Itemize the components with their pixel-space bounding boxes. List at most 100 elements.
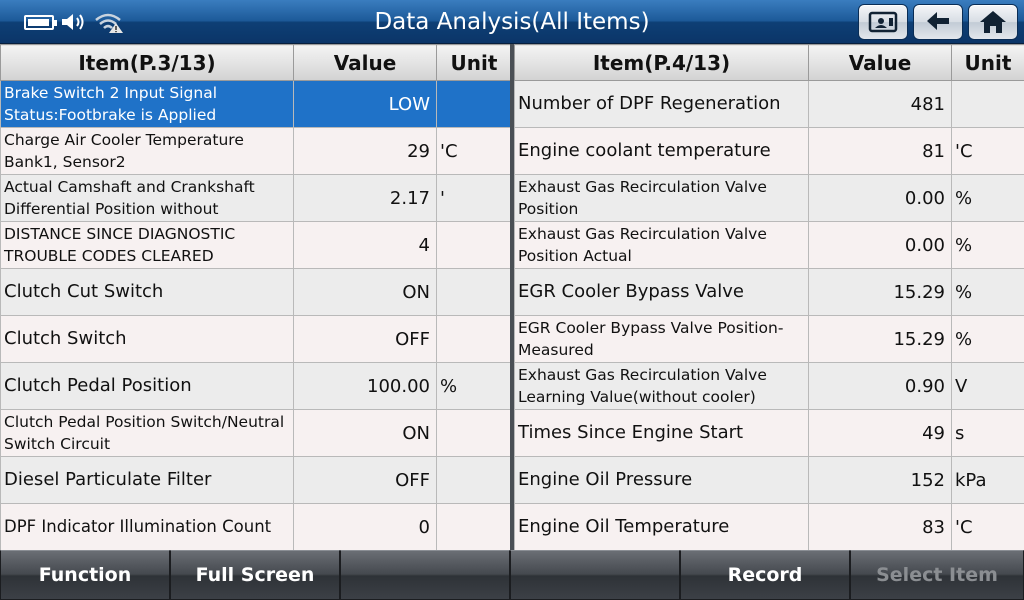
table-row[interactable]: EGR Cooler Bypass Valve Position-Measure… bbox=[514, 315, 1024, 363]
table-row[interactable]: DISTANCE SINCE DIAGNOSTIC TROUBLE CODES … bbox=[0, 221, 512, 269]
item-value: 481 bbox=[808, 80, 952, 128]
item-value: 49 bbox=[808, 409, 952, 457]
item-value: 152 bbox=[808, 456, 952, 504]
item-name: Engine Oil Pressure bbox=[514, 456, 809, 504]
function-button[interactable]: Function bbox=[0, 550, 170, 600]
item-unit: 'C bbox=[951, 503, 1024, 551]
table-row[interactable]: Diesel Particulate Filter OFF bbox=[0, 456, 512, 504]
item-value: 81 bbox=[808, 127, 952, 175]
item-unit: % bbox=[951, 268, 1024, 316]
item-unit: % bbox=[951, 315, 1024, 363]
table-row[interactable]: Engine Oil Temperature 83 'C bbox=[514, 503, 1024, 551]
table-row[interactable]: Engine coolant temperature 81 'C bbox=[514, 127, 1024, 175]
speaker-icon bbox=[62, 14, 84, 30]
item-unit bbox=[436, 456, 512, 504]
item-name: Number of DPF Regeneration bbox=[514, 80, 809, 128]
item-name: Times Since Engine Start bbox=[514, 409, 809, 457]
record-button[interactable]: Record bbox=[680, 550, 850, 600]
table-row[interactable]: Number of DPF Regeneration 481 bbox=[514, 80, 1024, 128]
table-row[interactable]: Charge Air Cooler Temperature Bank1, Sen… bbox=[0, 127, 512, 175]
full-screen-button[interactable]: Full Screen bbox=[170, 550, 340, 600]
item-name: EGR Cooler Bypass Valve bbox=[514, 268, 809, 316]
item-value: 2.17 bbox=[293, 174, 437, 222]
screenshot-button[interactable] bbox=[858, 4, 908, 40]
column-header-value: Value bbox=[293, 44, 437, 81]
table-row[interactable]: Clutch Pedal Position Switch/Neutral Swi… bbox=[0, 409, 512, 457]
item-value: 0.00 bbox=[808, 174, 952, 222]
item-unit: s bbox=[951, 409, 1024, 457]
table-row[interactable]: Clutch Cut Switch ON bbox=[0, 268, 512, 316]
table-row[interactable]: Clutch Pedal Position 100.00% bbox=[0, 362, 512, 410]
wifi-warning-icon bbox=[95, 13, 123, 33]
item-unit: V bbox=[951, 362, 1024, 410]
table-row[interactable]: Times Since Engine Start 49 s bbox=[514, 409, 1024, 457]
item-value: 0 bbox=[293, 503, 437, 551]
item-value: 15.29 bbox=[808, 315, 952, 363]
item-unit bbox=[436, 221, 512, 269]
item-value: 4 bbox=[293, 221, 437, 269]
item-name: Engine Oil Temperature bbox=[514, 503, 809, 551]
item-name: Clutch Switch bbox=[0, 315, 294, 363]
item-name: Clutch Cut Switch bbox=[0, 268, 294, 316]
home-button[interactable] bbox=[968, 4, 1018, 40]
table-row[interactable]: Brake Switch 2 Input Signal Status:Footb… bbox=[0, 80, 512, 128]
home-icon bbox=[980, 11, 1006, 33]
item-value: 0.90 bbox=[808, 362, 952, 410]
table-row[interactable]: Exhaust Gas Recirculation Valve Position… bbox=[514, 221, 1024, 269]
item-name: Clutch Pedal Position bbox=[0, 362, 294, 410]
item-unit bbox=[436, 80, 512, 128]
item-name: DPF Indicator Illumination Count bbox=[0, 503, 294, 551]
item-unit: % bbox=[951, 221, 1024, 269]
item-name: Exhaust Gas Recirculation Valve Learning… bbox=[514, 362, 809, 410]
column-header-unit: Unit bbox=[436, 44, 512, 81]
table-divider bbox=[510, 44, 514, 550]
item-name: Brake Switch 2 Input Signal Status:Footb… bbox=[0, 80, 294, 128]
table-row[interactable]: Exhaust Gas Recirculation Valve Position… bbox=[514, 174, 1024, 222]
empty-button-2[interactable] bbox=[510, 550, 680, 600]
item-value: LOW bbox=[293, 80, 437, 128]
item-name: Engine coolant temperature bbox=[514, 127, 809, 175]
table-row[interactable]: DPF Indicator Illumination Count 0 bbox=[0, 503, 512, 551]
item-name: Actual Camshaft and Crankshaft Different… bbox=[0, 174, 294, 222]
back-arrow-icon bbox=[927, 12, 949, 30]
item-value: 15.29 bbox=[808, 268, 952, 316]
item-value: ON bbox=[293, 268, 437, 316]
table-row[interactable]: Clutch Switch OFF bbox=[0, 315, 512, 363]
item-value: 83 bbox=[808, 503, 952, 551]
table-row[interactable]: Actual Camshaft and Crankshaft Different… bbox=[0, 174, 512, 222]
item-unit: % bbox=[951, 174, 1024, 222]
back-button[interactable] bbox=[913, 4, 963, 40]
item-unit bbox=[436, 315, 512, 363]
item-unit: % bbox=[436, 362, 512, 410]
item-unit: 'C bbox=[951, 127, 1024, 175]
item-unit bbox=[436, 503, 512, 551]
table-row[interactable]: Engine Oil Pressure 152 kPa bbox=[514, 456, 1024, 504]
table-row[interactable]: EGR Cooler Bypass Valve 15.29% bbox=[514, 268, 1024, 316]
table-header: Item(P.3/13) Value Unit bbox=[0, 44, 512, 81]
item-unit: ' bbox=[436, 174, 512, 222]
item-name: Diesel Particulate Filter bbox=[0, 456, 294, 504]
item-value: 0.00 bbox=[808, 221, 952, 269]
item-name: DISTANCE SINCE DIAGNOSTIC TROUBLE CODES … bbox=[0, 221, 294, 269]
column-header-unit: Unit bbox=[951, 44, 1024, 81]
page-title: Data Analysis(All Items) bbox=[374, 9, 650, 35]
item-name: EGR Cooler Bypass Valve Position-Measure… bbox=[514, 315, 809, 363]
left-data-table: Item(P.3/13) Value Unit Brake Switch 2 I… bbox=[0, 44, 512, 551]
select-item-button[interactable]: Select Item bbox=[850, 550, 1024, 600]
item-unit bbox=[951, 80, 1024, 128]
item-name: Charge Air Cooler Temperature Bank1, Sen… bbox=[0, 127, 294, 175]
empty-button-1[interactable] bbox=[340, 550, 510, 600]
item-unit bbox=[436, 268, 512, 316]
item-name: Exhaust Gas Recirculation Valve Position… bbox=[514, 221, 809, 269]
item-value: ON bbox=[293, 409, 437, 457]
item-unit bbox=[436, 409, 512, 457]
table-header: Item(P.4/13) Value Unit bbox=[514, 44, 1024, 81]
column-header-item[interactable]: Item(P.4/13) bbox=[514, 44, 809, 81]
column-header-item[interactable]: Item(P.3/13) bbox=[0, 44, 294, 81]
screenshot-icon bbox=[868, 11, 898, 33]
item-value: OFF bbox=[293, 456, 437, 504]
right-data-table: Item(P.4/13) Value Unit Number of DPF Re… bbox=[514, 44, 1024, 551]
table-row[interactable]: Exhaust Gas Recirculation Valve Learning… bbox=[514, 362, 1024, 410]
item-value: 29 bbox=[293, 127, 437, 175]
title-bar: Data Analysis(All Items) bbox=[0, 0, 1024, 44]
